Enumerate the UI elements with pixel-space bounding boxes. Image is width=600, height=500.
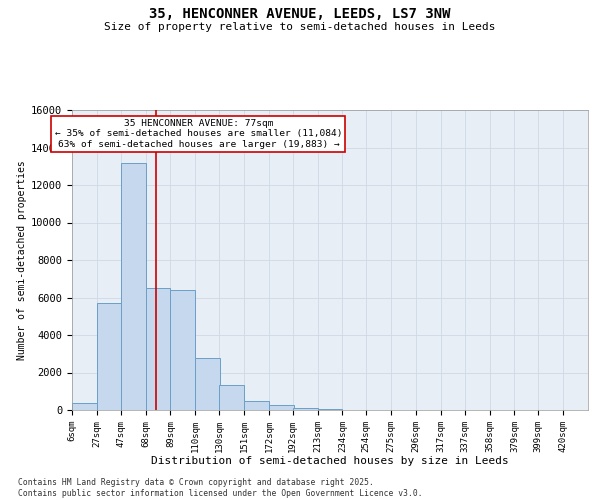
Text: 35, HENCONNER AVENUE, LEEDS, LS7 3NW: 35, HENCONNER AVENUE, LEEDS, LS7 3NW — [149, 8, 451, 22]
X-axis label: Distribution of semi-detached houses by size in Leeds: Distribution of semi-detached houses by … — [151, 456, 509, 466]
Bar — [170, 290, 196, 410]
Bar — [196, 358, 220, 410]
Bar — [244, 400, 269, 410]
Y-axis label: Number of semi-detached properties: Number of semi-detached properties — [17, 160, 27, 360]
Text: Size of property relative to semi-detached houses in Leeds: Size of property relative to semi-detach… — [104, 22, 496, 32]
Bar — [97, 303, 122, 410]
Bar — [121, 162, 146, 410]
Bar — [269, 405, 294, 410]
Text: Contains HM Land Registry data © Crown copyright and database right 2025.
Contai: Contains HM Land Registry data © Crown c… — [18, 478, 422, 498]
Bar — [317, 409, 343, 410]
Bar — [72, 404, 97, 410]
Bar — [293, 408, 317, 410]
Bar — [146, 288, 170, 410]
Text: 35 HENCONNER AVENUE: 77sqm
← 35% of semi-detached houses are smaller (11,084)
63: 35 HENCONNER AVENUE: 77sqm ← 35% of semi… — [55, 119, 342, 149]
Bar — [219, 384, 244, 410]
